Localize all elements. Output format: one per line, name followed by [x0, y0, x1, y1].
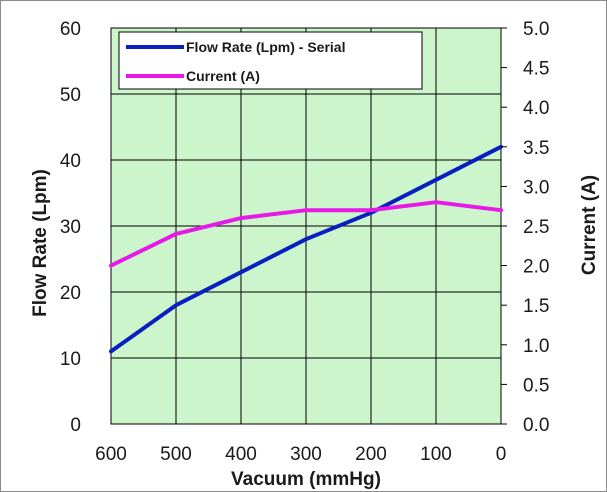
right-tick-label: 3.0 [523, 177, 549, 198]
legend-box [118, 31, 423, 90]
x-tick-label: 100 [420, 444, 452, 465]
right-tick-label: 4.5 [523, 59, 549, 80]
left-tick-label: 10 [60, 349, 81, 370]
x-tick-label: 200 [355, 444, 387, 465]
x-tick-label: 600 [95, 444, 127, 465]
series-line-flow-rate [109, 144, 503, 354]
right-tick-label: 3.5 [523, 138, 549, 159]
right-tick-label: 1.0 [523, 336, 549, 357]
right-tick-label: 5.0 [523, 19, 549, 40]
x-tick-label: 400 [225, 444, 257, 465]
right-axis-title: Current (A) [579, 175, 600, 275]
left-tick-label: 50 [60, 85, 81, 106]
right-tick-label: 1.5 [523, 296, 549, 317]
left-tick-label: 0 [70, 415, 81, 436]
x-tick-label: 300 [290, 444, 322, 465]
right-tick-label: 0.0 [523, 415, 549, 436]
legend-label-current: Current (A) [186, 68, 260, 84]
left-tick-label: 30 [60, 217, 81, 238]
series-lines [109, 144, 503, 354]
x-tick-label: 500 [160, 444, 192, 465]
left-axis-ticks: 0 10 20 30 40 50 60 [60, 19, 81, 436]
right-tick-label: 2.0 [523, 257, 549, 278]
right-tick-label: 2.5 [523, 217, 549, 238]
legend-label-flow-rate: Flow Rate (Lpm) - Serial [186, 39, 345, 55]
right-axis-ticks: 0.0 0.5 1.0 1.5 2.0 2.5 3.0 3.5 4.0 4.5 5.0 [501, 19, 549, 436]
left-tick-label: 20 [60, 283, 81, 304]
left-tick-label: 40 [60, 151, 81, 172]
series-line-current [109, 200, 503, 268]
left-axis-title: Flow Rate (Lpm) [30, 169, 51, 317]
x-axis-title: Vacuum (mmHg) [231, 469, 381, 490]
legend: Flow Rate (Lpm) - Serial Current (A) [118, 31, 423, 90]
grid-lines [110, 27, 502, 425]
left-tick-label: 60 [60, 19, 81, 40]
right-tick-label: 0.5 [523, 375, 549, 396]
x-tick-label: 0 [496, 444, 507, 465]
x-axis-ticks: 600 500 400 300 200 100 0 [95, 444, 506, 465]
right-tick-label: 4.0 [523, 98, 549, 119]
